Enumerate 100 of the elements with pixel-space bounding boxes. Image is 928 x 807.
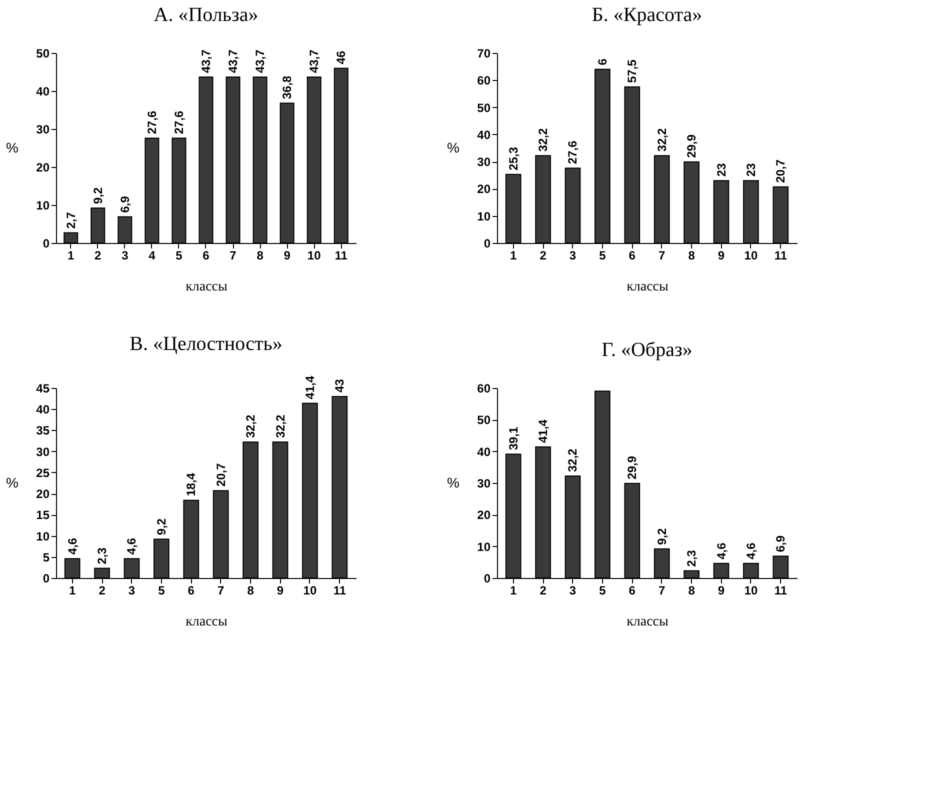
x-tick-label: 3: [569, 248, 576, 262]
y-tick-label: 0: [42, 236, 50, 250]
x-tick-label: 9: [718, 248, 725, 262]
y-tick-label: 10: [477, 540, 491, 554]
y-tick-label: 20: [477, 508, 491, 522]
x-tick-label: 5: [158, 584, 166, 598]
x-tick-label: 2: [94, 248, 102, 262]
data-label: 43,7: [253, 49, 268, 73]
y-tick-label: 45: [36, 382, 50, 396]
x-tick-label: 7: [218, 584, 225, 598]
x-tick-label: 1: [510, 248, 517, 262]
x-tick-label: 10: [307, 248, 322, 262]
x-tick-label: 6: [628, 584, 636, 598]
y-tick-label: 15: [36, 508, 50, 522]
y-tick-label: 40: [36, 84, 50, 98]
x-tick-label: 6: [188, 584, 195, 598]
y-tick-label: 5: [42, 550, 50, 564]
data-label: 2,7: [64, 212, 78, 229]
chart-title: Г. «Образ»: [602, 339, 692, 361]
data-label: 57,5: [625, 59, 640, 83]
x-tick-label: 1: [510, 584, 517, 598]
data-label: 43,7: [226, 49, 240, 73]
y-tick-label: 30: [477, 155, 491, 170]
y-tick-label: 20: [36, 487, 50, 502]
data-label: 4,6: [124, 538, 139, 555]
y-tick-label: 30: [36, 122, 50, 136]
y-tick-label: 10: [36, 529, 50, 544]
x-tick-label: 9: [718, 584, 725, 598]
x-axis-title: классы: [626, 280, 670, 294]
x-tick-label: 8: [688, 248, 696, 262]
data-label: 2,3: [684, 550, 699, 567]
x-tick-label: 11: [333, 584, 346, 598]
x-tick-label: 9: [276, 584, 284, 598]
chart-title: А. «Польза»: [154, 4, 258, 26]
x-tick-label: 5: [599, 248, 606, 262]
data-label: 29,9: [625, 456, 640, 480]
data-label: 6,9: [774, 535, 788, 552]
x-axis-title: классы: [186, 280, 228, 294]
y-tick-label: 0: [484, 236, 491, 250]
x-tick-label: 7: [658, 584, 666, 598]
y-tick-label: 20: [36, 160, 50, 174]
x-tick-label: 8: [247, 584, 254, 598]
x-tick-label: 3: [122, 248, 129, 262]
data-label: 32,2: [273, 414, 288, 438]
x-tick-label: 5: [176, 248, 183, 262]
y-tick-label: 50: [477, 413, 491, 428]
x-tick-label: 2: [540, 248, 547, 262]
data-label: 6,9: [118, 196, 132, 213]
data-label: 32,2: [536, 128, 550, 152]
x-tick-label: 1: [68, 248, 75, 262]
data-label: 27,6: [172, 110, 186, 134]
y-tick-label: 60: [477, 382, 491, 396]
x-tick-label: 11: [334, 248, 348, 262]
chart-title: Б. «Красота»: [592, 4, 702, 26]
x-tick-label: 10: [303, 584, 317, 598]
data-label: 4,6: [744, 542, 758, 560]
x-tick-label: 7: [658, 248, 666, 262]
x-tick-label: 5: [599, 584, 606, 598]
x-tick-label: 3: [569, 584, 576, 598]
data-label: 2,3: [95, 547, 110, 564]
x-tick-label: 7: [230, 248, 237, 262]
y-tick-label: 30: [36, 444, 50, 459]
y-axis-title: %: [447, 140, 460, 156]
y-tick-label: 10: [36, 198, 50, 212]
x-tick-label: 6: [628, 248, 636, 262]
y-tick-label: 25: [36, 466, 50, 480]
data-label: 20,7: [214, 462, 228, 487]
x-tick-label: 8: [688, 584, 696, 598]
x-tick-label: 2: [98, 584, 106, 598]
data-label: 9,2: [90, 187, 105, 204]
data-label: 41,4: [536, 419, 550, 443]
y-axis-title: %: [6, 474, 18, 490]
y-tick-label: 10: [477, 209, 491, 224]
x-tick-label: 8: [256, 248, 264, 262]
x-tick-label: 10: [744, 248, 758, 262]
y-tick-label: 40: [477, 444, 491, 459]
data-label: 39,1: [506, 426, 520, 450]
data-label: 20,7: [774, 159, 788, 183]
data-label: 9,2: [154, 518, 168, 536]
x-tick-label: 9: [284, 248, 291, 262]
data-label: 25,3: [506, 146, 520, 170]
data-label: 27,6: [144, 110, 159, 134]
data-label: 4,6: [65, 538, 80, 555]
y-tick-label: 50: [477, 100, 491, 115]
data-label: 23: [714, 162, 728, 177]
x-tick-label: 2: [540, 584, 547, 598]
data-label: 18,4: [184, 472, 198, 496]
data-label: 9,2: [654, 528, 669, 545]
data-label: 32,2: [566, 448, 580, 472]
x-tick-label: 11: [774, 248, 788, 262]
annotation: 6: [595, 58, 610, 66]
data-label: 23: [744, 162, 758, 177]
x-axis-title: классы: [626, 614, 670, 630]
x-tick-label: 3: [128, 584, 136, 598]
data-label: 41,4: [302, 376, 317, 400]
data-label: 43,7: [307, 49, 322, 73]
y-axis-title: %: [447, 474, 460, 490]
data-label: 4,6: [714, 542, 728, 560]
y-tick-label: 35: [36, 424, 50, 438]
data-label: 36,8: [280, 75, 294, 100]
